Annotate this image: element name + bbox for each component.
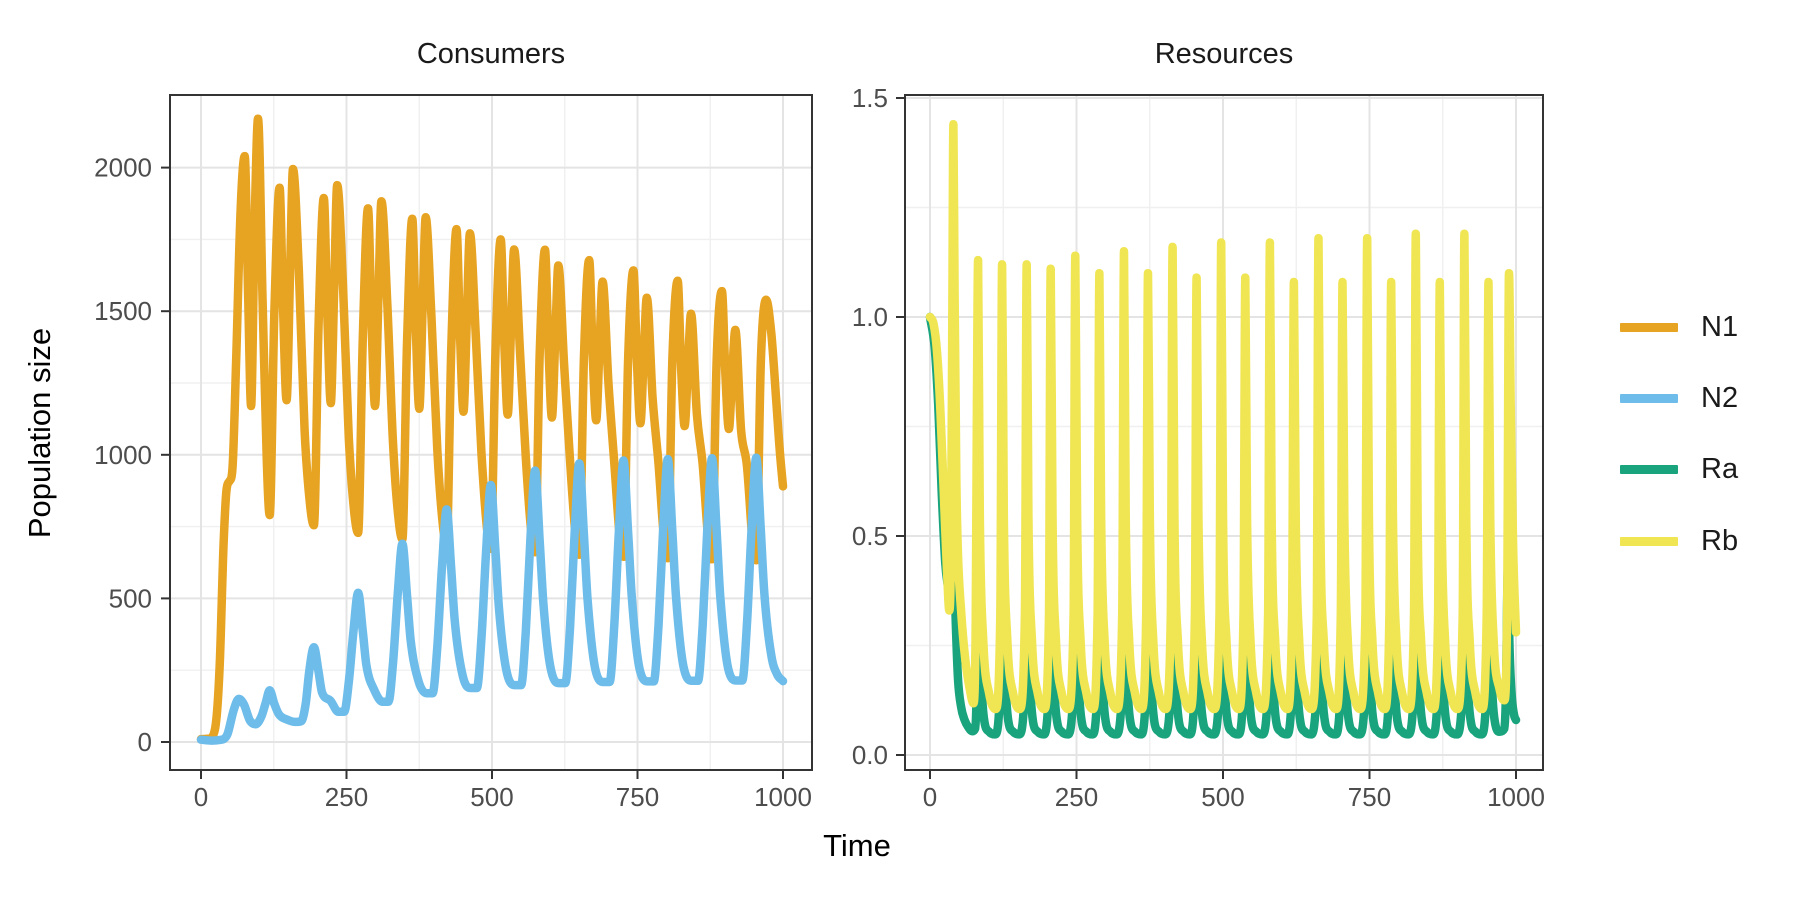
consumers-panel-title: Consumers [416, 38, 566, 70]
consumers-tick-marks [161, 166, 784, 779]
resources-tick-marks [896, 97, 1517, 779]
consumers-tick-labels: 0 250 500 750 1000 0 500 1000 1500 2000 [94, 153, 812, 812]
y-tick-label: 1000 [94, 440, 152, 470]
consumers-panel: 0 250 500 750 1000 0 500 1000 1500 2000 [94, 94, 813, 812]
x-tick-label: 250 [325, 782, 368, 812]
x-tick-label: 500 [470, 782, 513, 812]
resources-panel-title: Resources [1154, 38, 1294, 70]
series-line-N2 [196, 453, 788, 745]
y-tick-label: 500 [109, 583, 152, 613]
x-tick-label: 250 [1055, 782, 1098, 812]
y-tick-label: 1.5 [852, 83, 888, 113]
x-axis-title: Time [823, 828, 891, 863]
series-line-Rb [925, 120, 1521, 714]
x-tick-label: 750 [616, 782, 659, 812]
x-tick-label: 1000 [1487, 782, 1545, 812]
series-line-N1 [196, 114, 788, 744]
resources-panel: 0 250 500 750 1000 0.0 0.5 1.0 1.5 [852, 83, 1545, 812]
resources-tick-labels: 0 250 500 750 1000 0.0 0.5 1.0 1.5 [852, 83, 1545, 812]
x-tick-label: 0 [923, 782, 937, 812]
y-axis-title: Population size [22, 327, 57, 539]
y-tick-label: 1500 [94, 296, 152, 326]
y-tick-label: 0.0 [852, 740, 888, 770]
x-tick-label: 0 [194, 782, 208, 812]
x-tick-label: 1000 [754, 782, 812, 812]
x-tick-label: 500 [1201, 782, 1244, 812]
y-tick-label: 0.5 [852, 521, 888, 551]
y-tick-label: 1.0 [852, 302, 888, 332]
y-tick-label: 2000 [94, 153, 152, 183]
x-tick-label: 750 [1348, 782, 1391, 812]
y-tick-label: 0 [138, 727, 152, 757]
